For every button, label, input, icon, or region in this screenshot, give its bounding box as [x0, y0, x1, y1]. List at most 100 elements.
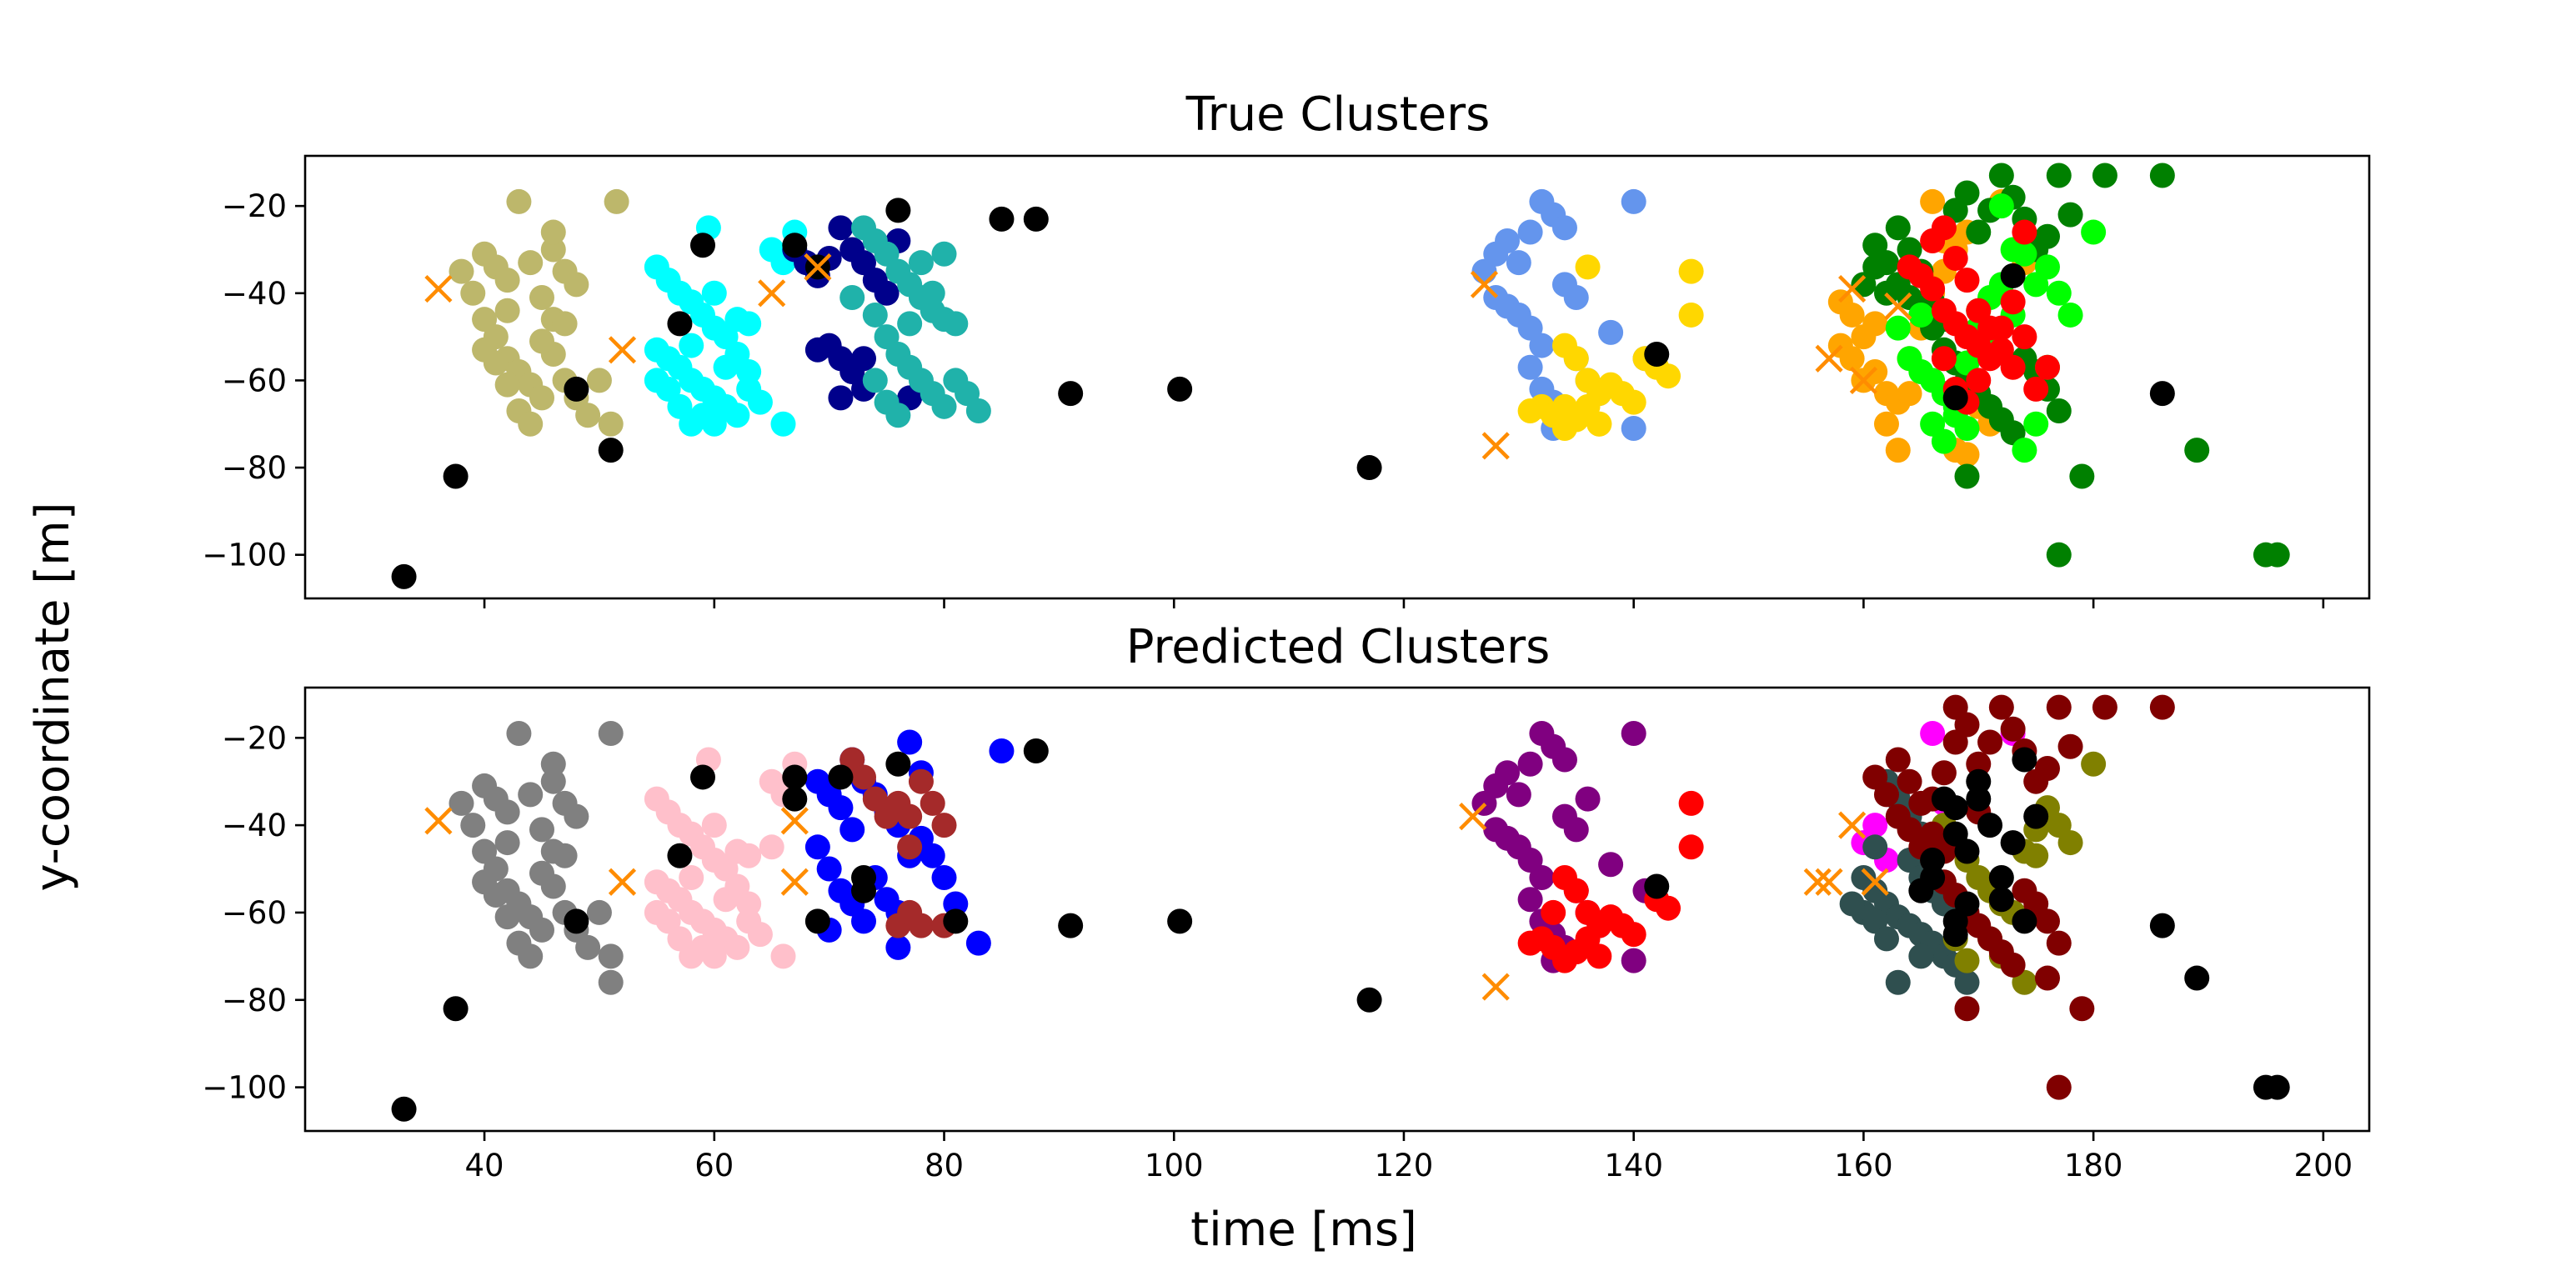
data-point	[1656, 895, 1681, 921]
data-point	[1563, 878, 1589, 903]
data-point	[1954, 442, 1980, 468]
series-9	[1897, 215, 2060, 415]
y-tick-label: −80	[222, 983, 287, 1018]
data-point	[2057, 202, 2083, 228]
data-point	[506, 188, 532, 214]
data-point	[1931, 215, 1957, 241]
data-point	[1931, 428, 1957, 454]
data-point	[1678, 302, 1704, 328]
data-point	[1862, 834, 1888, 860]
centroid-x-marker	[780, 868, 809, 896]
data-point	[816, 856, 842, 882]
data-point	[1942, 795, 1968, 821]
centroid-x-marker	[424, 274, 453, 303]
data-point	[1954, 948, 1980, 973]
plot-frame	[303, 154, 2371, 600]
data-point	[1563, 346, 1589, 372]
data-point	[1621, 922, 1646, 948]
data-point	[1483, 817, 1509, 843]
data-point	[1551, 393, 1577, 419]
true-clusters-title: True Clusters	[1185, 88, 1491, 142]
data-point	[2184, 965, 2210, 991]
data-point	[943, 311, 969, 337]
data-point	[1873, 411, 1899, 437]
centroid-x-marker	[1815, 868, 1843, 896]
data-point	[759, 834, 784, 860]
data-point	[443, 463, 469, 489]
data-point	[897, 729, 923, 755]
data-point	[736, 843, 762, 868]
data-point	[804, 834, 830, 860]
data-point	[1598, 319, 1624, 345]
data-point	[920, 843, 945, 868]
data-point	[529, 860, 554, 886]
data-point	[2012, 747, 2037, 773]
data-point	[2046, 542, 2072, 568]
data-point	[1977, 729, 2003, 755]
plot-points	[391, 163, 2290, 589]
data-point	[1920, 276, 1946, 302]
data-point	[644, 368, 669, 393]
centroid-x-marker	[804, 253, 832, 281]
data-point	[1517, 751, 1543, 777]
series-3	[839, 215, 991, 428]
data-point	[1167, 908, 1193, 934]
data-point	[1621, 948, 1646, 973]
data-point	[667, 843, 693, 868]
data-point	[2000, 716, 2026, 742]
series-3	[839, 747, 957, 938]
data-point	[644, 899, 669, 925]
data-point	[1988, 694, 2014, 720]
data-point	[1942, 694, 1968, 720]
y-tick-label: −40	[222, 808, 287, 843]
data-point	[2023, 411, 2049, 437]
data-point	[1885, 215, 1911, 241]
plot-frame	[303, 686, 2371, 1133]
data-point	[804, 337, 830, 363]
data-point	[782, 764, 808, 790]
series-5	[1517, 254, 1704, 441]
data-point	[701, 813, 727, 838]
data-point	[2034, 354, 2060, 380]
data-point	[943, 891, 969, 917]
data-point	[1966, 768, 1992, 794]
data-point	[483, 882, 509, 908]
data-point	[920, 790, 945, 816]
data-point	[1954, 969, 1980, 995]
data-point	[1885, 438, 1911, 463]
data-point	[690, 764, 716, 790]
data-point	[1058, 381, 1084, 407]
data-point	[1529, 865, 1555, 890]
data-point	[494, 904, 520, 930]
series-0	[449, 721, 624, 995]
data-point	[1942, 245, 1968, 271]
data-point	[701, 943, 727, 969]
data-point	[1563, 817, 1589, 843]
data-point	[2046, 930, 2072, 956]
data-point	[828, 795, 854, 821]
data-point	[1908, 943, 1934, 969]
data-point	[2012, 219, 2037, 245]
data-point	[552, 311, 578, 337]
data-point	[782, 233, 808, 258]
data-point	[1885, 747, 1911, 773]
data-point	[449, 790, 474, 816]
data-point	[1356, 987, 1382, 1013]
series-1	[644, 215, 808, 437]
data-point	[552, 843, 578, 868]
data-point	[862, 302, 888, 328]
data-point	[1575, 786, 1601, 812]
data-point	[989, 738, 1015, 763]
data-point	[908, 913, 934, 938]
data-point	[770, 943, 796, 969]
data-point	[667, 311, 693, 337]
data-point	[1356, 455, 1382, 481]
data-point	[1541, 899, 1566, 925]
data-point	[1908, 302, 1934, 328]
series-5	[1517, 790, 1704, 973]
centroid-x-marker	[1470, 270, 1499, 298]
data-point	[747, 922, 773, 948]
data-point	[828, 764, 854, 790]
data-point	[1897, 768, 1922, 794]
centroid-x-marker	[1861, 868, 1889, 896]
